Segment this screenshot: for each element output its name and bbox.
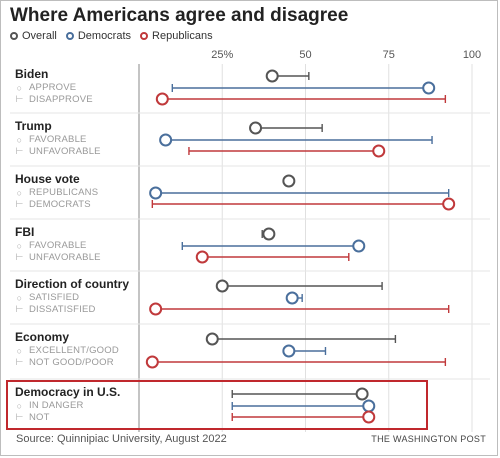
sub-label-row: ⊢ DISSATISFIED [15,304,96,315]
x-tick-label: 75 [383,49,395,61]
democracy-highlight-box [6,380,428,430]
sub-label: REPUBLICANS [29,187,99,198]
circle-marker-icon: ○ [16,292,23,303]
sub-label: NOT GOOD/POOR [29,357,114,368]
sub-label-row: ○ IN DANGER [15,400,84,411]
sub-label: IN DANGER [29,400,84,411]
source-note: Source: Quinnipiac University, August 20… [16,433,227,445]
sub-label: FAVORABLE [29,240,87,251]
range-marker-icon: ⊢ [15,304,24,314]
sub-label: EXCELLENT/GOOD [29,345,119,356]
sub-label-row: ⊢ NOT [15,412,50,423]
legend-republicans-label: Republicans [152,30,213,42]
economy-overall-dot [205,332,219,346]
sub-label: SATISFIED [29,292,80,303]
circle-marker-icon: ○ [16,240,23,251]
legend-item-republicans: Republicans [140,30,213,42]
group-title-democracy-in-u-s: Democracy in U.S. [15,385,121,399]
democracy-in-u-s-republicans-dot [362,410,376,424]
sub-label: UNFAVORABLE [29,146,101,157]
x-tick-label: 100 [463,49,481,61]
sub-label-row: ○ EXCELLENT/GOOD [15,345,119,356]
direction-of-country-republicans-dot [149,302,163,316]
trump-overall-dot [249,121,263,135]
house-vote-democrats-dot [149,186,163,200]
biden-overall-dot [265,69,279,83]
sub-label-row: ⊢ UNFAVORABLE [15,252,101,263]
group-title-house-vote: House vote [15,172,80,186]
trump-democrats-dot [159,133,173,147]
group-title-biden: Biden [15,67,49,81]
legend-democrats-circle-icon [65,32,74,40]
direction-of-country-overall-dot [215,279,229,293]
sub-label-row: ⊢ UNFAVORABLE [15,146,101,157]
economy-republicans-dot [145,355,159,369]
sub-label-row: ○ REPUBLICANS [15,187,98,198]
range-marker-icon: ⊢ [15,146,24,156]
legend: Overall Democrats Republicans [10,30,213,42]
group-title-direction-of-country: Direction of country [15,277,130,291]
biden-republicans-dot [155,92,169,106]
sub-label-row: ⊢ DISAPPROVE [15,94,93,105]
legend-overall-circle-icon [10,32,18,40]
legend-overall-label: Overall [22,30,57,42]
credit: THE WASHINGTON POST [371,434,486,444]
x-tick-label: 25% [211,49,233,61]
trump-republicans-dot [372,144,386,158]
sub-label: DEMOCRATS [29,199,91,210]
sub-label-row: ⊢ NOT GOOD/POOR [15,357,114,368]
sub-label: DISAPPROVE [29,94,93,105]
sub-label: FAVORABLE [29,134,87,145]
sub-label-row: ○ FAVORABLE [15,240,87,251]
range-marker-icon: ⊢ [15,94,24,104]
range-marker-icon: ⊢ [15,412,24,422]
range-marker-icon: ⊢ [15,357,24,367]
sub-label-row: ○ APPROVE [15,82,76,93]
economy-democrats-dot [282,344,296,358]
fbi-democrats-dot [352,239,366,253]
legend-democrats-label: Democrats [77,30,132,42]
range-marker-icon: ⊢ [15,199,24,209]
sub-label-row: ○ FAVORABLE [15,134,87,145]
x-tick-label: 50 [299,49,311,61]
circle-marker-icon: ○ [16,345,23,356]
house-vote-republicans-dot [442,197,456,211]
sub-label: APPROVE [29,82,77,93]
direction-of-country-democrats-dot [285,291,299,305]
circle-marker-icon: ○ [16,187,23,198]
democracy-in-u-s-overall-dot [355,387,369,401]
house-vote-overall-dot [282,174,296,188]
sub-label-row: ○ SATISFIED [15,292,79,303]
sub-label: NOT [29,412,50,423]
circle-marker-icon: ○ [16,400,23,411]
sub-label-row: ⊢ DEMOCRATS [15,199,91,210]
circle-marker-icon: ○ [16,82,23,93]
group-title-trump: Trump [15,119,52,133]
sub-label: UNFAVORABLE [29,252,101,263]
biden-democrats-dot [422,81,436,95]
legend-republicans-circle-icon [140,32,149,40]
fbi-overall-dot [262,227,276,241]
circle-marker-icon: ○ [16,134,23,145]
sub-label: DISSATISFIED [29,304,96,315]
group-title-fbi: FBI [15,225,35,239]
range-marker-icon: ⊢ [15,252,24,262]
legend-item-democrats: Democrats [65,30,132,42]
group-title-economy: Economy [15,330,70,344]
fbi-republicans-dot [195,250,209,264]
legend-item-overall: Overall [10,30,57,42]
chart-title: Where Americans agree and disagree [10,5,349,26]
